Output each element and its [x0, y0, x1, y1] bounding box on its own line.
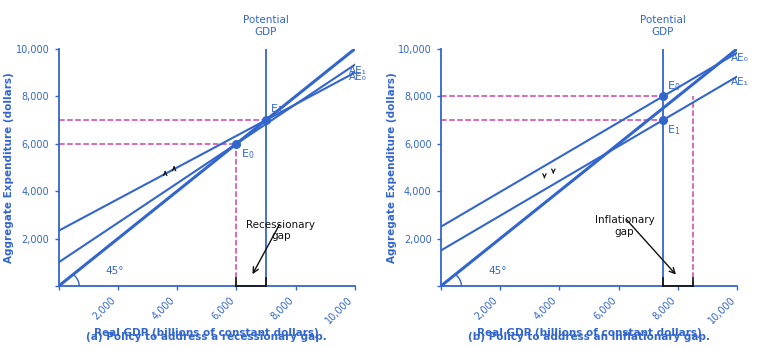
Text: 45°: 45° — [488, 266, 507, 276]
Text: E$_0$: E$_0$ — [241, 147, 254, 161]
Text: Potential
GDP: Potential GDP — [243, 15, 289, 37]
X-axis label: Real GDP (billions of constant dollars): Real GDP (billions of constant dollars) — [477, 327, 701, 337]
Text: (b) Policy to address an inflationary gap.: (b) Policy to address an inflationary ga… — [468, 332, 710, 342]
Text: AE₁: AE₁ — [731, 77, 749, 87]
Text: AE₀: AE₀ — [349, 72, 367, 82]
Text: Potential
GDP: Potential GDP — [640, 15, 686, 37]
Text: E$_1$: E$_1$ — [271, 103, 284, 117]
Text: Recessionary
gap: Recessionary gap — [246, 220, 315, 241]
Text: (a) Policy to address a recessionary gap.: (a) Policy to address a recessionary gap… — [87, 332, 327, 342]
X-axis label: Real GDP (billions of constant dollars): Real GDP (billions of constant dollars) — [94, 327, 319, 337]
Text: AE₀: AE₀ — [731, 53, 749, 63]
Text: Inflationary
gap: Inflationary gap — [594, 215, 654, 237]
Y-axis label: Aggregate Expenditure (dollars): Aggregate Expenditure (dollars) — [5, 72, 14, 263]
Text: E$_1$: E$_1$ — [668, 124, 681, 138]
Text: AE₁: AE₁ — [349, 66, 367, 76]
Text: 45°: 45° — [106, 266, 125, 276]
Text: E$_0$: E$_0$ — [668, 79, 681, 93]
Y-axis label: Aggregate Expenditure (dollars): Aggregate Expenditure (dollars) — [387, 72, 396, 263]
